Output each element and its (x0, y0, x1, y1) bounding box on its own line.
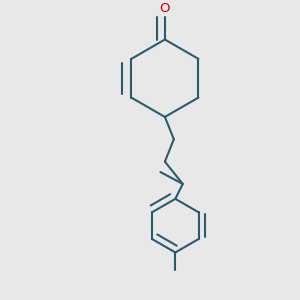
Text: O: O (160, 2, 170, 15)
